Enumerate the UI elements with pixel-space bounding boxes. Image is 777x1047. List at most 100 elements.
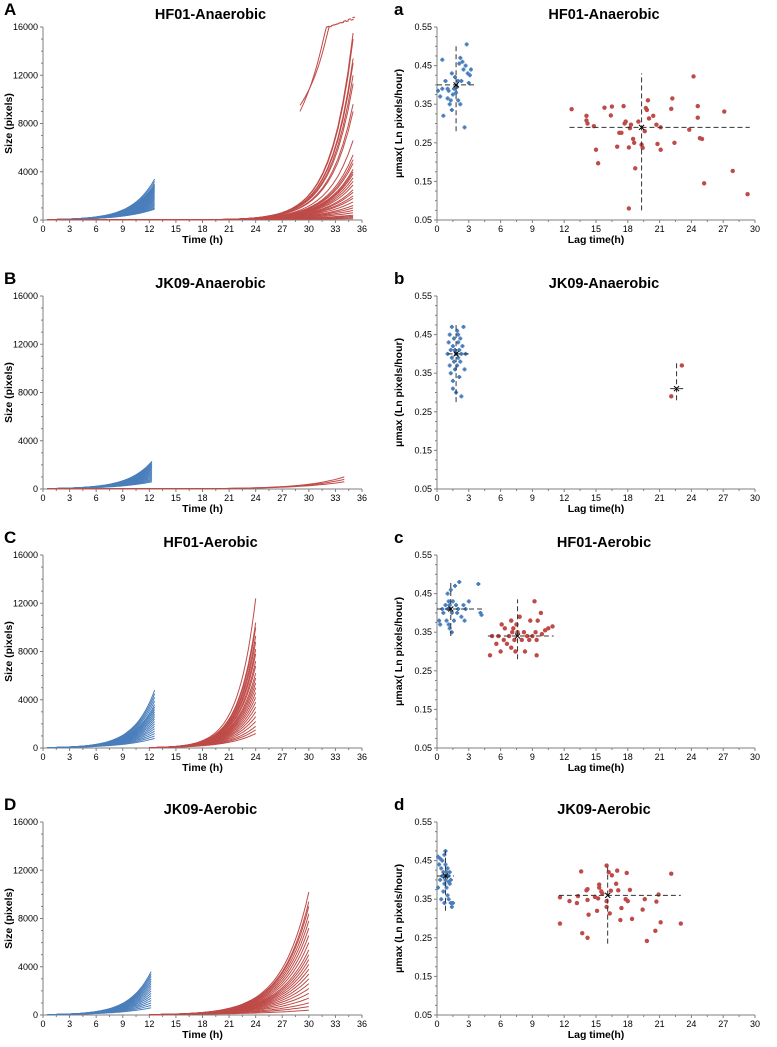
x-tick-label: 27: [718, 1019, 728, 1029]
data-point-red: [502, 626, 508, 631]
growth-curve-red: [149, 901, 310, 1016]
growth-curve-red: [47, 111, 354, 221]
x-tick-label: 30: [750, 493, 760, 503]
data-point-red: [528, 618, 533, 623]
data-point-red: [519, 637, 524, 643]
data-point-blue: [457, 348, 462, 353]
data-point-blue: [451, 618, 456, 623]
data-point-blue: [453, 583, 458, 588]
y-tick-label: 12000: [13, 70, 38, 80]
y-tick-label: 0.35: [414, 99, 432, 109]
growth-curve-overflow: [299, 26, 330, 106]
x-tick-label: 0: [40, 493, 45, 503]
y-tick-label: 16000: [13, 291, 38, 301]
data-point-blue: [457, 61, 462, 66]
data-point-red: [619, 130, 624, 135]
data-point-red: [722, 109, 727, 114]
x-tick-label: 9: [530, 493, 535, 503]
y-axis-label: Size (pixels): [3, 362, 15, 423]
data-point-red: [533, 630, 538, 635]
data-point-blue: [450, 344, 455, 349]
data-point-red: [624, 870, 629, 876]
y-tick-label: 16000: [13, 550, 38, 560]
data-point-red: [669, 394, 674, 399]
data-point-red: [745, 191, 750, 197]
x-tick-label: 3: [67, 1019, 72, 1029]
y-axis-label: μmax (Ln pixels/hour): [393, 338, 405, 447]
data-point-blue: [449, 355, 454, 360]
data-point-red: [633, 166, 638, 171]
y-tick-label: 0.25: [414, 407, 432, 417]
data-point-blue: [462, 618, 467, 623]
growth-curve-red: [47, 140, 354, 221]
data-point-red: [499, 622, 504, 627]
x-tick-label: 12: [559, 752, 569, 762]
data-point-red: [618, 917, 623, 923]
data-point-red: [585, 935, 590, 940]
growth-curve-red: [149, 635, 257, 749]
data-point-blue: [445, 893, 450, 898]
mean-marker: [453, 351, 459, 357]
panel-b: b JK09-Anaerobic Lag time(h) μmax (Ln pixel…: [393, 269, 760, 515]
x-tick-label: 36: [357, 224, 367, 234]
data-point-blue: [447, 102, 452, 107]
y-tick-label: 0: [33, 1010, 38, 1020]
data-point-red: [585, 897, 590, 903]
y-tick-label: 0.35: [414, 894, 432, 904]
x-tick-label: 30: [750, 224, 760, 234]
growth-curve-blue: [47, 737, 155, 749]
x-axis-label: Time (h): [182, 234, 223, 246]
y-tick-label: 8000: [18, 119, 38, 129]
y-axis-label: μmax (Ln pixels/hour): [393, 864, 405, 973]
x-tick-label: 21: [224, 493, 234, 503]
panel-letter: b: [394, 269, 404, 288]
data-point-blue: [449, 904, 454, 909]
data-point-red: [687, 127, 692, 132]
data-point-red: [626, 206, 632, 211]
mean-marker: [638, 124, 645, 131]
data-point-red: [608, 888, 614, 893]
y-tick-label: 0.45: [414, 589, 432, 599]
data-point-red: [669, 106, 674, 112]
data-point-red: [623, 119, 628, 124]
data-point-red: [628, 122, 634, 127]
data-point-red: [608, 113, 614, 118]
data-point-red: [510, 630, 515, 635]
growth-curve-red: [149, 1009, 309, 1016]
data-point-blue: [442, 901, 447, 906]
data-point-blue: [443, 603, 448, 608]
data-point-red: [701, 181, 707, 186]
data-point-red: [487, 653, 493, 658]
x-tick-label: 15: [591, 224, 601, 234]
x-tick-label: 0: [40, 1019, 45, 1029]
data-point-red: [595, 161, 601, 166]
data-point-blue: [456, 332, 461, 337]
growth-curve-red: [47, 104, 354, 221]
data-point-red: [669, 871, 674, 876]
x-tick-label: 24: [251, 224, 261, 234]
x-tick-label: 27: [277, 1019, 287, 1029]
y-tick-label: 0: [33, 484, 38, 494]
data-point-red: [535, 618, 540, 623]
data-point-red: [655, 141, 660, 147]
data-point-blue: [437, 862, 442, 867]
y-tick-label: 4000: [18, 695, 38, 705]
y-tick-label: 0.55: [414, 817, 432, 827]
x-tick-label: 21: [655, 224, 665, 234]
data-point-blue: [449, 71, 454, 76]
data-point-blue: [453, 75, 458, 80]
data-point-red: [578, 869, 584, 874]
data-point-blue: [447, 626, 452, 631]
data-point-blue: [461, 603, 466, 608]
data-point-blue: [444, 885, 449, 890]
x-tick-label: 15: [591, 752, 601, 762]
data-point-blue: [440, 858, 445, 863]
x-tick-label: 12: [144, 752, 154, 762]
growth-curve-blue: [47, 706, 156, 749]
x-tick-label: 18: [623, 752, 633, 762]
x-tick-label: 0: [40, 752, 45, 762]
x-tick-label: 6: [498, 224, 503, 234]
data-point-blue: [444, 618, 449, 623]
y-tick-label: 0.35: [414, 627, 432, 637]
